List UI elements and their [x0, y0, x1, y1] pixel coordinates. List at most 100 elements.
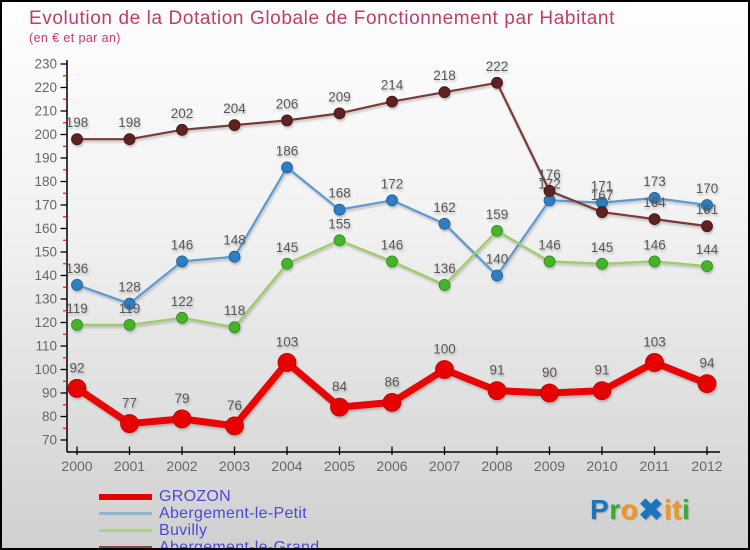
data-point	[491, 224, 503, 237]
data-point-label: 77	[122, 396, 137, 411]
svg-text:80: 80	[42, 409, 57, 424]
data-point	[438, 278, 451, 291]
svg-text:2012: 2012	[691, 458, 722, 474]
data-point	[172, 409, 192, 429]
data-point-label: 136	[433, 261, 456, 276]
data-point	[71, 278, 83, 291]
legend-swatch	[99, 529, 152, 532]
data-point	[176, 123, 188, 136]
data-point-label: 146	[171, 237, 194, 252]
chart-subtitle: (en € et par an)	[29, 31, 121, 45]
legend-swatch	[99, 546, 152, 548]
legend-item-GROZON: GROZON	[99, 488, 319, 505]
svg-text:140: 140	[34, 268, 57, 283]
data-point-label: 161	[696, 202, 719, 217]
data-point-label: 146	[381, 237, 404, 252]
legend-label: Abergement-le-Grand	[159, 538, 320, 550]
data-point	[176, 311, 188, 324]
series-Buvilly: 119 119 122 118 145 155 146 136 159 146 145 146 144	[66, 207, 719, 334]
logo-letter: i	[681, 494, 691, 525]
data-point	[491, 76, 503, 89]
svg-text:2011: 2011	[639, 458, 669, 474]
data-point	[645, 353, 664, 372]
series-GROZON: 92 77 79 76 103 84 86 100 91 90 91 103 94	[67, 334, 717, 436]
data-point-label: 198	[118, 115, 141, 130]
data-point-label: 118	[224, 303, 246, 318]
legend-item-Abergement-le-Petit: Abergement-le-Petit	[99, 505, 319, 522]
data-point	[701, 260, 713, 273]
data-point-label: 167	[591, 188, 614, 203]
data-point-label: 76	[227, 398, 242, 413]
data-point	[281, 161, 293, 174]
svg-text:2001: 2001	[114, 458, 145, 474]
data-point-label: 186	[276, 143, 299, 158]
chart-legend: GROZON Abergement-le-Petit Buvilly Abergeme…	[99, 488, 320, 550]
data-point	[228, 119, 241, 131]
data-point	[277, 353, 297, 372]
legend-item-Buvilly: Buvilly	[99, 522, 319, 539]
data-point-label: 148	[223, 233, 246, 248]
data-point-label: 94	[699, 356, 715, 371]
data-point-label: 170	[696, 181, 719, 196]
data-point	[330, 397, 349, 417]
data-point-label: 172	[381, 176, 404, 191]
data-point	[123, 318, 136, 331]
data-point	[697, 374, 717, 394]
svg-text:2004: 2004	[271, 458, 302, 474]
legend-swatch	[99, 493, 152, 500]
data-point	[596, 206, 608, 218]
data-point	[225, 416, 244, 436]
chart-title: Evolution de la Dotation Globale de Fonc…	[29, 8, 615, 29]
legend-swatch	[99, 512, 152, 515]
data-point-label: 162	[433, 200, 456, 215]
data-point-label: 145	[276, 240, 299, 255]
svg-text:2005: 2005	[324, 458, 355, 474]
svg-text:200: 200	[34, 127, 57, 142]
svg-text:2006: 2006	[376, 458, 407, 474]
svg-text:2000: 2000	[61, 458, 92, 474]
data-point-label: 176	[538, 167, 561, 182]
data-point	[648, 192, 661, 204]
data-point-label: 91	[489, 363, 504, 378]
data-point	[123, 297, 136, 310]
proxiti-logo: Pro✖iti	[590, 492, 690, 527]
y-axis: 70 80 90 100 110 120 130 140 150 160 170 180 190 200 2…	[34, 57, 68, 452]
data-point-label: 214	[381, 78, 404, 93]
data-point-label: 79	[174, 391, 189, 406]
svg-text:130: 130	[34, 292, 57, 307]
data-point	[386, 255, 398, 268]
line-chart: 7080901001101201301401501601701801902002…	[34, 57, 723, 475]
logo-letter: r	[609, 494, 621, 525]
data-point	[491, 269, 503, 282]
data-point-label: 91	[594, 363, 609, 378]
data-point-label: 100	[433, 342, 456, 357]
data-point-label: 206	[276, 96, 299, 111]
data-point-label: 122	[171, 294, 194, 309]
data-point-label: 218	[433, 68, 456, 83]
data-point-label: 119	[66, 301, 88, 316]
data-point	[71, 318, 83, 331]
svg-text:120: 120	[34, 315, 57, 330]
data-point-label: 90	[542, 365, 557, 380]
data-point-label: 84	[332, 379, 348, 394]
data-point	[382, 392, 402, 412]
data-point	[596, 257, 608, 270]
data-point-label: 144	[696, 242, 719, 257]
svg-text:150: 150	[34, 245, 57, 260]
legend-label: Abergement-le-Petit	[159, 504, 307, 522]
data-point	[540, 383, 559, 403]
x-axis: 2000 2001 2002 2003 2004 2005 2006 2007 2008 2009…	[61, 446, 723, 474]
data-point	[67, 378, 87, 398]
legend-item-Abergement-le-Grand: Abergement-le-Grand	[99, 538, 320, 550]
data-point-label: 119	[119, 301, 141, 316]
data-point	[648, 255, 661, 268]
data-point	[592, 381, 612, 401]
data-point-label: 92	[69, 360, 84, 375]
svg-text:2008: 2008	[481, 458, 512, 474]
data-point-label: 145	[591, 240, 614, 255]
data-point	[438, 86, 451, 99]
data-point	[701, 199, 713, 211]
logo-letter: P	[590, 494, 610, 525]
svg-text:160: 160	[34, 221, 57, 236]
